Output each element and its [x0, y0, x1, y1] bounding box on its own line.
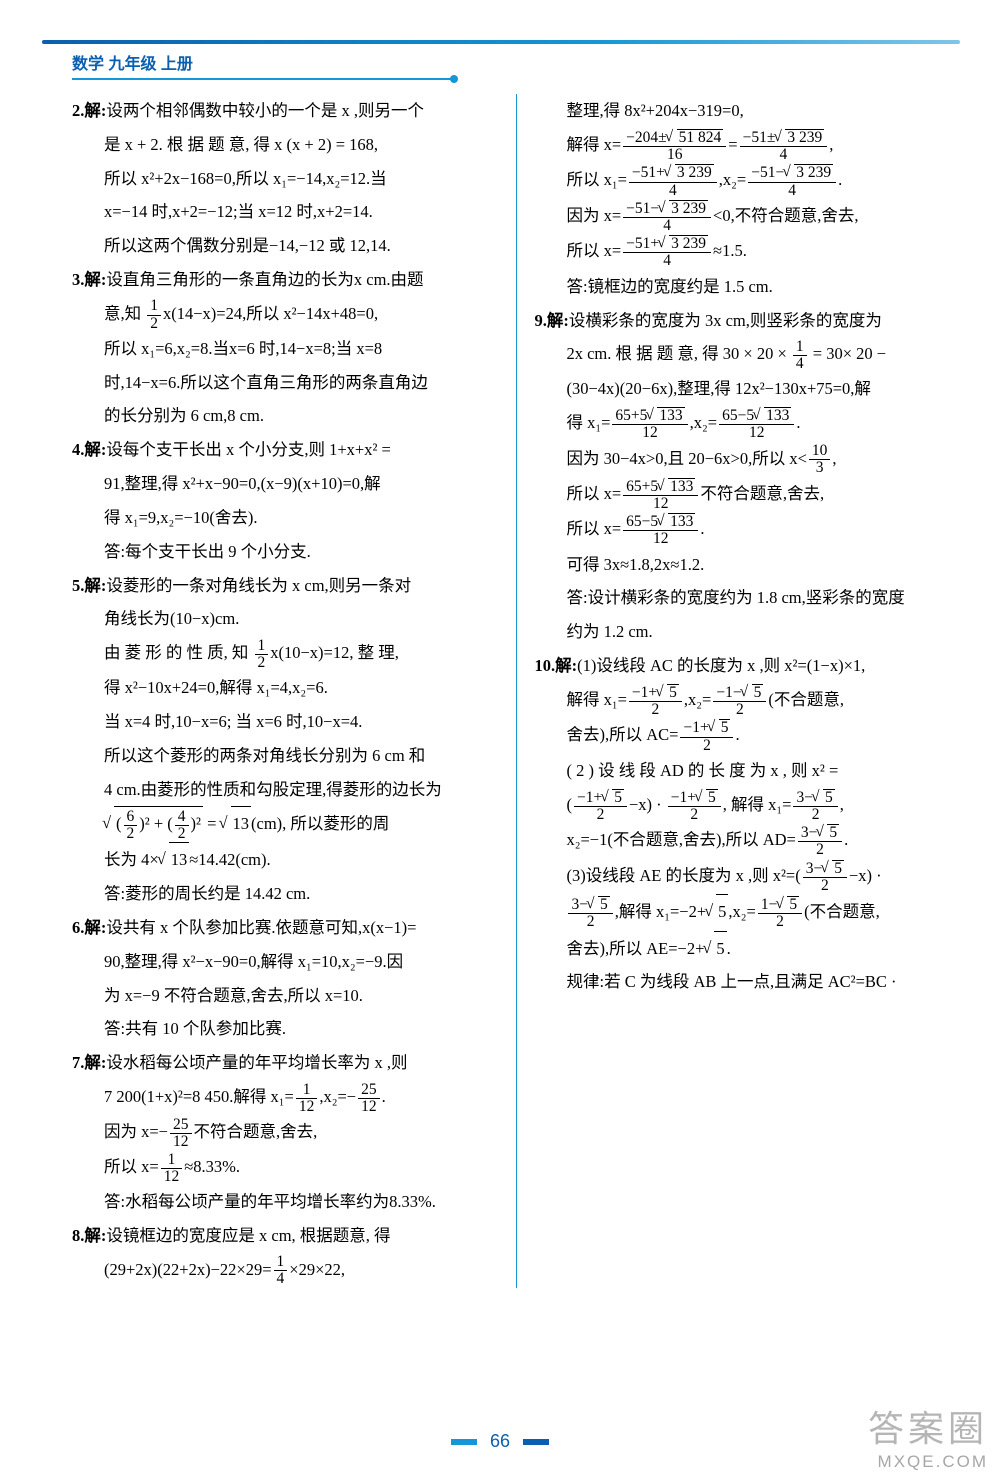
text-line: 得 x₁=65+513312,x₂=65−513312.: [534, 406, 960, 441]
text-line: 规律:若 C 为线段 AB 上一点,且满足 AC²=BC ·: [534, 965, 960, 999]
text-line: 答:共有 10 个队参加比赛.: [72, 1012, 498, 1046]
fraction: 12: [147, 298, 161, 332]
text-line: 当 x=4 时,10−x=6; 当 x=6 时,10−x=4.: [72, 705, 498, 739]
question-number: 10.解:: [534, 656, 577, 675]
text-line: 为 x=−9 不符合题意,舍去,所以 x=10.: [72, 979, 498, 1013]
text-line: 91,整理,得 x²+x−90=0,(x−9)(x+10)=0,解: [72, 467, 498, 501]
text-line: 所以 x=−51+3 2394≈1.5.: [534, 234, 960, 269]
header-accent-bar: [42, 40, 960, 44]
text-line: 4 cm.由菱形的性质和勾股定理,得菱形的边长为: [72, 773, 498, 807]
text-line: 所以 x=112≈8.33%.: [72, 1150, 498, 1185]
text-line: 因为 x=−51−3 2394<0,不符合题意,舍去,: [534, 199, 960, 234]
text-line: (3)设线段 AE 的长度为 x ,则 x²=(3−52−x) ·: [534, 859, 960, 894]
text-line: 长为 4×13≈14.42(cm).: [72, 842, 498, 877]
text-line: 角线长为(10−x)cm.: [72, 602, 498, 636]
text-line: 7 200(1+x)²=8 450.解得 x₁=112,x₂=−2512.: [72, 1080, 498, 1115]
question-number: 7.解:: [72, 1053, 106, 1072]
text-line: (62)² + (42)² = 13(cm), 所以菱形的周: [72, 806, 498, 842]
content-columns: 2.解:设两个相邻偶数中较小的一个是 x ,则另一个是 x + 2. 根 据 题…: [72, 94, 960, 1288]
text-line: 4.解:设每个支干长出 x 个小分支,则 1+x+x² =: [72, 433, 498, 467]
question-number: 3.解:: [72, 270, 106, 289]
text-line: 因为 30−4x>0,且 20−6x>0,所以 x<103,: [534, 442, 960, 477]
left-column: 2.解:设两个相邻偶数中较小的一个是 x ,则另一个是 x + 2. 根 据 题…: [72, 94, 498, 1288]
text-line: 得 x²−10x+24=0,解得 x₁=4,x₂=6.: [72, 671, 498, 705]
text-line: 所以 x₁=6,x₂=8.当x=6 时,14−x=8;当 x=8: [72, 332, 498, 366]
text-line: 90,整理,得 x²−x−90=0,解得 x₁=10,x₂=−9.因: [72, 945, 498, 979]
text-line: 答:镜框边的宽度约是 1.5 cm.: [534, 270, 960, 304]
text-line: 答:水稻每公顷产量的年平均增长率约为8.33%.: [72, 1185, 498, 1219]
page-footer: 66: [0, 1431, 1000, 1452]
text-line: 是 x + 2. 根 据 题 意, 得 x (x + 2) = 168,: [72, 128, 498, 162]
text-line: 答:每个支干长出 9 个小分支.: [72, 535, 498, 569]
text-line: (29+2x)(22+2x)−22×29=14×29×22,: [72, 1253, 498, 1288]
text-line: 所以 x₁=−51+3 2394,x₂=−51−3 2394.: [534, 163, 960, 198]
text-line: 10.解:(1)设线段 AC 的长度为 x ,则 x²=(1−x)×1,: [534, 649, 960, 683]
text-line: 的长分别为 6 cm,8 cm.: [72, 399, 498, 433]
text-line: 所以 x=65−513312.: [534, 512, 960, 547]
text-line: 9.解:设横彩条的宽度为 3x cm,则竖彩条的宽度为: [534, 304, 960, 338]
question-number: 5.解:: [72, 576, 106, 595]
text-line: 答:设计横彩条的宽度约为 1.8 cm,竖彩条的宽度: [534, 581, 960, 615]
footer-bar-right: [523, 1439, 549, 1445]
text-line: (30−4x)(20−6x),整理,得 12x²−130x+75=0,解: [534, 372, 960, 406]
watermark-text: 答案圈: [868, 1400, 988, 1452]
text-line: 5.解:设菱形的一条对角线长为 x cm,则另一条对: [72, 569, 498, 603]
watermark: 答案圈 MXQE.COM: [868, 1400, 988, 1472]
text-line: 意,知 12x(14−x)=24,所以 x²−14x+48=0,: [72, 297, 498, 332]
text-line: 7.解:设水稻每公顷产量的年平均增长率为 x ,则: [72, 1046, 498, 1080]
text-line: x₂=−1(不合题意,舍去),所以 AD=3−52.: [534, 823, 960, 858]
header-subline: [72, 78, 452, 80]
watermark-url: MXQE.COM: [868, 1452, 988, 1472]
text-line: 3−52,解得 x₁=−2+5,x₂=1−52(不合题意,: [534, 894, 960, 930]
text-line: 解得 x₁=−1+52,x₂=−1−52(不合题意,: [534, 683, 960, 718]
text-line: 可得 3x≈1.8,2x≈1.2.: [534, 548, 960, 582]
text-line: 2.解:设两个相邻偶数中较小的一个是 x ,则另一个: [72, 94, 498, 128]
text-line: 答:菱形的周长约是 14.42 cm.: [72, 877, 498, 911]
question-number: 6.解:: [72, 918, 106, 937]
question-number: 8.解:: [72, 1226, 106, 1245]
text-line: 得 x₁=9,x₂=−10(舍去).: [72, 501, 498, 535]
text-line: 整理,得 8x²+204x−319=0,: [534, 94, 960, 128]
footer-bar-left: [451, 1439, 477, 1445]
text-line: 6.解:设共有 x 个队参加比赛.依题意可知,x(x−1)=: [72, 911, 498, 945]
text-line: 2x cm. 根 据 题 意, 得 30 × 20 × 14 = 30× 20 …: [534, 337, 960, 372]
text-line: 3.解:设直角三角形的一条直角边的长为x cm.由题: [72, 263, 498, 297]
question-number: 4.解:: [72, 440, 106, 459]
text-line: 由 菱 形 的 性 质, 知 12x(10−x)=12, 整 理,: [72, 636, 498, 671]
right-column: 整理,得 8x²+204x−319=0,解得 x=−204±51 82416=−…: [534, 94, 960, 1288]
page-title: 数学 九年级 上册: [72, 50, 960, 74]
text-line: 约为 1.2 cm.: [534, 615, 960, 649]
text-line: (−1+52−x) · −1+52, 解得 x₁=3−52,: [534, 788, 960, 823]
textbook-page: 数学 九年级 上册 2.解:设两个相邻偶数中较小的一个是 x ,则另一个是 x …: [0, 0, 1000, 1482]
text-line: 舍去),所以 AC=−1+52.: [534, 718, 960, 753]
question-number: 2.解:: [72, 101, 106, 120]
text-line: 所以这个菱形的两条对角线长分别为 6 cm 和: [72, 739, 498, 773]
text-line: 所以 x=65+513312不符合题意,舍去,: [534, 477, 960, 512]
text-line: 所以这两个偶数分别是−14,−12 或 12,14.: [72, 229, 498, 263]
text-line: x=−14 时,x+2=−12;当 x=12 时,x+2=14.: [72, 195, 498, 229]
text-line: 舍去),所以 AE=−2+5.: [534, 931, 960, 966]
text-line: 因为 x=−2512不符合题意,舍去,: [72, 1115, 498, 1150]
page-number: 66: [490, 1431, 510, 1451]
text-line: 所以 x²+2x−168=0,所以 x₁=−14,x₂=12.当: [72, 162, 498, 196]
column-divider: [516, 94, 517, 1288]
text-line: 解得 x=−204±51 82416=−51±3 2394,: [534, 128, 960, 163]
question-number: 9.解:: [534, 311, 568, 330]
fraction: 12: [255, 638, 269, 672]
text-line: 时,14−x=6.所以这个直角三角形的两条直角边: [72, 366, 498, 400]
text-line: ( 2 ) 设 线 段 AD 的 长 度 为 x , 则 x² =: [534, 754, 960, 788]
text-line: 8.解:设镜框边的宽度应是 x cm, 根据题意, 得: [72, 1219, 498, 1253]
